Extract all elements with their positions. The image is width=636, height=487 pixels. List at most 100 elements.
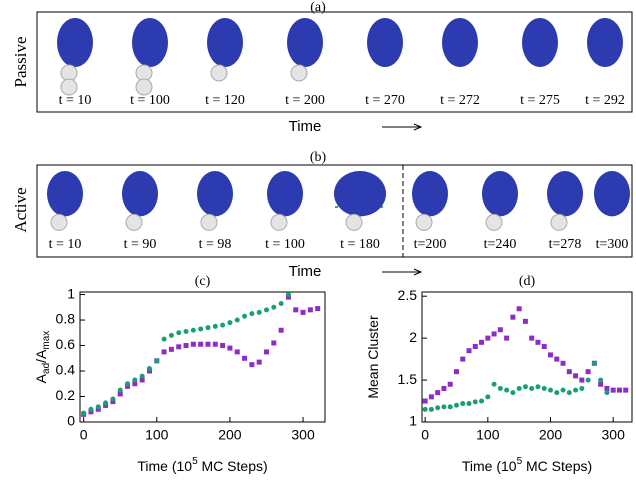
data-point <box>103 402 109 408</box>
x-axis-label: Time (105 MC Steps) <box>137 456 267 474</box>
time-label: t = 100 <box>265 237 305 252</box>
data-point <box>466 401 472 407</box>
time-label: t = 98 <box>199 237 232 252</box>
data-point <box>125 383 131 389</box>
data-point <box>190 341 196 347</box>
data-point <box>285 294 291 300</box>
time-label: t=240 <box>484 237 517 252</box>
vesicle <box>197 171 233 217</box>
data-point <box>139 373 145 379</box>
y-tick-label: 2 <box>409 329 417 345</box>
data-point <box>154 358 160 364</box>
data-point <box>504 335 510 341</box>
data-point <box>579 377 585 383</box>
data-point <box>453 402 459 408</box>
data-point <box>95 406 101 412</box>
data-point <box>598 381 604 387</box>
data-point <box>579 385 585 391</box>
x-tick-label: 300 <box>291 427 315 443</box>
data-point <box>435 405 441 411</box>
vesicle <box>57 18 93 67</box>
y-tick-label: 0.6 <box>56 336 76 352</box>
vesicle <box>367 18 403 67</box>
data-point <box>88 406 94 412</box>
data-point <box>516 306 522 312</box>
data-point <box>110 399 116 405</box>
time-label: t=200 <box>414 237 447 252</box>
data-point <box>227 320 233 326</box>
data-point <box>176 344 182 350</box>
data-point <box>242 313 248 319</box>
data-point <box>554 390 560 396</box>
data-point <box>573 373 579 379</box>
data-point <box>132 381 138 387</box>
data-point <box>548 387 554 393</box>
data-point <box>256 359 262 365</box>
colloid <box>210 64 228 82</box>
data-point <box>573 387 579 393</box>
data-point <box>227 345 233 351</box>
label-part: ad <box>41 363 52 374</box>
data-point <box>566 369 572 375</box>
time-label: t=278 <box>549 237 582 252</box>
x-tick-label: 100 <box>145 427 169 443</box>
label-part: Mean Cluster <box>365 315 381 399</box>
data-point <box>466 348 472 354</box>
data-point <box>220 343 226 349</box>
colloid <box>550 213 568 231</box>
data-point <box>491 381 497 387</box>
data-point <box>541 385 547 391</box>
data-point <box>300 309 306 315</box>
data-point <box>566 390 572 396</box>
label-part: A <box>33 373 49 383</box>
colloid <box>50 213 68 231</box>
x-tick-label: 100 <box>476 427 500 443</box>
data-point <box>485 335 491 341</box>
panel-label: (b) <box>310 150 327 165</box>
y-tick-label: 0 <box>67 413 75 429</box>
colloid <box>485 213 503 231</box>
data-point <box>435 390 441 396</box>
data-point <box>117 387 123 393</box>
row-label: Passive <box>11 37 30 88</box>
data-point <box>315 306 321 312</box>
time-label: t = 90 <box>124 237 157 252</box>
data-point <box>516 385 522 391</box>
data-point <box>205 325 211 331</box>
plot-frame <box>79 291 326 423</box>
y-tick-label: 2.5 <box>398 287 418 303</box>
data-point <box>183 343 189 349</box>
label-part: max <box>41 331 52 350</box>
time-label: t = 200 <box>285 93 325 108</box>
data-point <box>522 384 528 390</box>
chart-title: (d) <box>519 274 536 289</box>
vesicle <box>122 171 158 217</box>
data-point <box>422 406 428 412</box>
colloid <box>60 78 78 96</box>
data-point <box>183 329 189 335</box>
data-point <box>168 332 174 338</box>
vesicle <box>522 18 558 67</box>
data-point <box>591 360 597 366</box>
x-tick-label: 300 <box>602 427 626 443</box>
x-tick-label: 0 <box>80 427 88 443</box>
data-point <box>242 355 248 361</box>
colloid <box>290 64 308 82</box>
data-point <box>234 317 240 323</box>
vesicle <box>47 171 83 217</box>
data-point <box>510 390 516 396</box>
data-point <box>146 368 152 374</box>
y-tick-label: 1 <box>409 413 417 429</box>
data-point <box>198 326 204 332</box>
vesicle <box>442 18 478 67</box>
data-point <box>604 385 610 391</box>
y-tick-label: 0.8 <box>56 311 76 327</box>
time-label: t = 275 <box>520 93 560 108</box>
data-point <box>103 400 109 406</box>
data-point <box>616 387 622 393</box>
y-axis-label: Mean Cluster <box>365 315 381 399</box>
data-point <box>271 340 277 346</box>
time-label: t=300 <box>596 237 629 252</box>
label-part: /A <box>33 349 49 363</box>
data-point <box>529 335 535 341</box>
